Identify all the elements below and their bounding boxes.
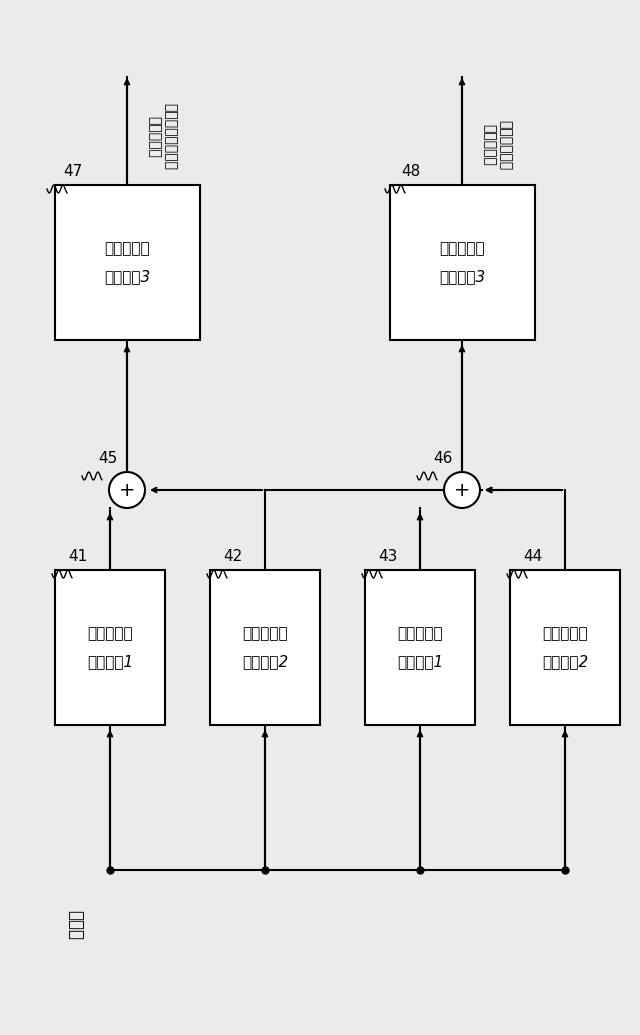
- Text: +: +: [119, 480, 135, 500]
- Text: 最大励磁電圧
増減指示値: 最大励磁電圧 増減指示値: [482, 120, 512, 170]
- Bar: [55, 185, 200, 341]
- Text: 48: 48: [401, 164, 420, 179]
- Text: +: +: [454, 480, 470, 500]
- Text: 41: 41: [68, 549, 87, 564]
- Bar: [210, 570, 320, 724]
- Text: 47: 47: [63, 164, 83, 179]
- Text: 43: 43: [378, 549, 397, 564]
- Text: フィルタ1: フィルタ1: [87, 654, 133, 669]
- Text: フィルタ1: フィルタ1: [397, 654, 443, 669]
- Bar: [390, 185, 535, 341]
- Text: 46: 46: [433, 451, 452, 466]
- Text: 速度制御用: 速度制御用: [242, 626, 288, 641]
- Text: 45: 45: [98, 451, 117, 466]
- Circle shape: [109, 472, 145, 508]
- Text: フィルタ3: フィルタ3: [440, 269, 486, 284]
- Text: 44: 44: [523, 549, 542, 564]
- Text: 速度制御用: 速度制御用: [105, 241, 150, 256]
- Text: 42: 42: [223, 549, 243, 564]
- Bar: [510, 570, 620, 724]
- Circle shape: [444, 472, 480, 508]
- Text: 制御量: 制御量: [66, 910, 84, 940]
- Text: 電圧制御用: 電圧制御用: [397, 626, 443, 641]
- Text: フィルタ3: フィルタ3: [104, 269, 150, 284]
- Text: 電圧制御用: 電圧制御用: [542, 626, 588, 641]
- Text: 励磁位置変更速度
増減指示値: 励磁位置変更速度 増減指示値: [147, 104, 177, 170]
- Text: フィルタ2: フィルタ2: [542, 654, 588, 669]
- Text: フィルタ2: フィルタ2: [242, 654, 288, 669]
- Bar: [55, 570, 165, 724]
- Text: 電圧制御用: 電圧制御用: [440, 241, 485, 256]
- Text: 速度制御用: 速度制御用: [87, 626, 133, 641]
- Bar: [365, 570, 475, 724]
